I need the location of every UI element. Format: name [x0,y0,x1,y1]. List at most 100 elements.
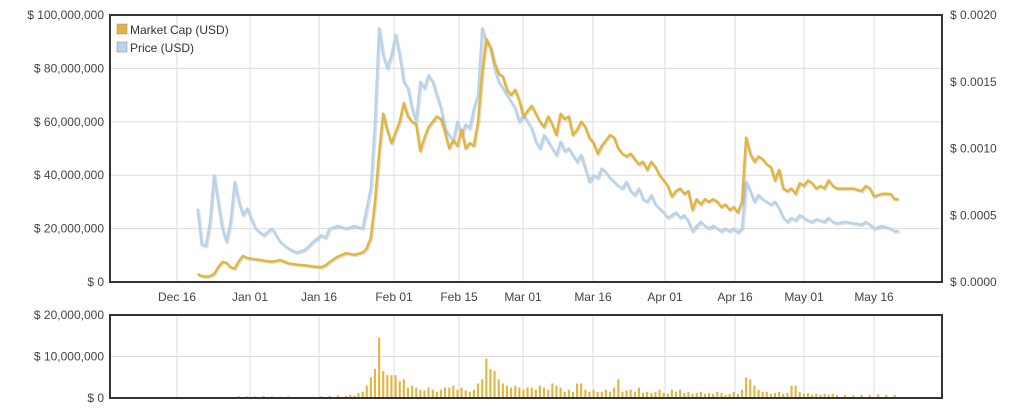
volume-bar [885,394,888,398]
volume-bar [625,390,628,398]
x-tick-label: Jan 16 [301,290,337,304]
legend-label: Price (USD) [130,41,194,55]
volume-bar [571,391,574,398]
volume-bar [617,379,620,398]
volume-bar [435,391,438,398]
volume-bar [868,394,871,398]
volume-bar [893,395,896,398]
volume-bar [753,385,756,398]
volume-bar [456,389,459,398]
volume-bar [505,385,508,398]
main-chart-frame [109,14,943,283]
volume-bar [852,395,855,398]
legend-swatch [116,41,128,53]
market-cap-line [197,37,899,278]
volume-bar [646,391,649,398]
volume-bar [782,393,785,399]
main-chart-grid [110,15,942,282]
volume-bar [369,377,372,399]
volume-bar [336,395,339,398]
volume-bar [642,393,645,398]
volume-chart-bars [237,337,896,399]
price-line [196,27,899,254]
series-shadow-0 [197,38,900,280]
volume-bar [654,391,657,398]
volume-bar [477,383,480,398]
x-tick-label: Dec 16 [158,290,196,304]
y-right-tick-label: $ 0.0005 [950,208,997,222]
y-left-tick-label: $ 40,000,000 [34,168,104,182]
main-chart-series [196,27,900,280]
volume-bar [716,391,719,398]
volume-bar [584,389,587,398]
volume-y-tick-label: $ 10,000,000 [34,350,104,364]
x-tick-label: Apr 16 [717,290,753,304]
volume-bar [588,391,591,398]
volume-bar [419,389,422,398]
volume-bar [439,389,442,398]
x-tick-label: Jan 01 [232,290,268,304]
volume-bar [596,391,599,398]
volume-bar [666,393,669,399]
volume-bar [683,393,686,398]
volume-bar [741,389,744,398]
volume-bar [386,375,389,398]
volume-bar [361,391,364,398]
volume-bar [769,393,772,399]
volume-bar [712,393,715,399]
x-tick-label: May 01 [784,290,824,304]
volume-bar [497,379,500,398]
volume-bar [481,379,484,398]
volume-bar [567,389,570,398]
volume-bar [378,337,381,398]
volume-bar [526,387,529,398]
volume-bar [353,395,356,398]
volume-bar [724,394,727,398]
volume-bar [675,391,678,398]
volume-bar [328,395,331,398]
volume-bar [658,389,661,398]
volume-y-tick-label: $ 20,000,000 [34,308,104,322]
volume-bar [807,393,810,398]
volume-chart-frame [109,314,943,399]
y-left-tick-label: $ 20,000,000 [34,222,104,236]
x-tick-label: Feb 15 [440,290,478,304]
x-tick-label: Mar 16 [574,290,612,304]
volume-bar [604,389,607,398]
volume-bar [411,385,414,398]
volume-bar [794,385,797,398]
volume-bar [262,395,265,398]
volume-bar [736,393,739,399]
volume-bar [431,389,434,398]
volume-bar [423,390,426,398]
volume-bar [708,393,711,398]
volume-bar [448,387,451,398]
volume-bar [650,393,653,398]
volume-bar [728,393,731,399]
volume-bar [468,391,471,398]
volume-bar [732,391,735,398]
volume-bar [390,375,393,398]
volume-bar [831,393,834,399]
volume-bar [745,377,748,399]
volume-bar [464,390,467,398]
volume-bar [345,395,348,398]
volume-bar [534,389,537,398]
volume-bar [514,385,517,398]
volume-bar [778,391,781,398]
volume-bar [493,371,496,398]
volume-bar [761,391,764,398]
x-tick-label: Feb 01 [375,290,413,304]
volume-bar [501,383,504,398]
volume-bar [415,387,418,398]
volume-bar [402,379,405,398]
series-shadow-1 [197,27,900,256]
volume-bar [798,391,801,398]
volume-bar [695,393,698,398]
volume-bar [427,387,430,398]
volume-bar [563,391,566,398]
x-tick-label: Apr 01 [647,290,683,304]
volume-bar [485,358,488,398]
